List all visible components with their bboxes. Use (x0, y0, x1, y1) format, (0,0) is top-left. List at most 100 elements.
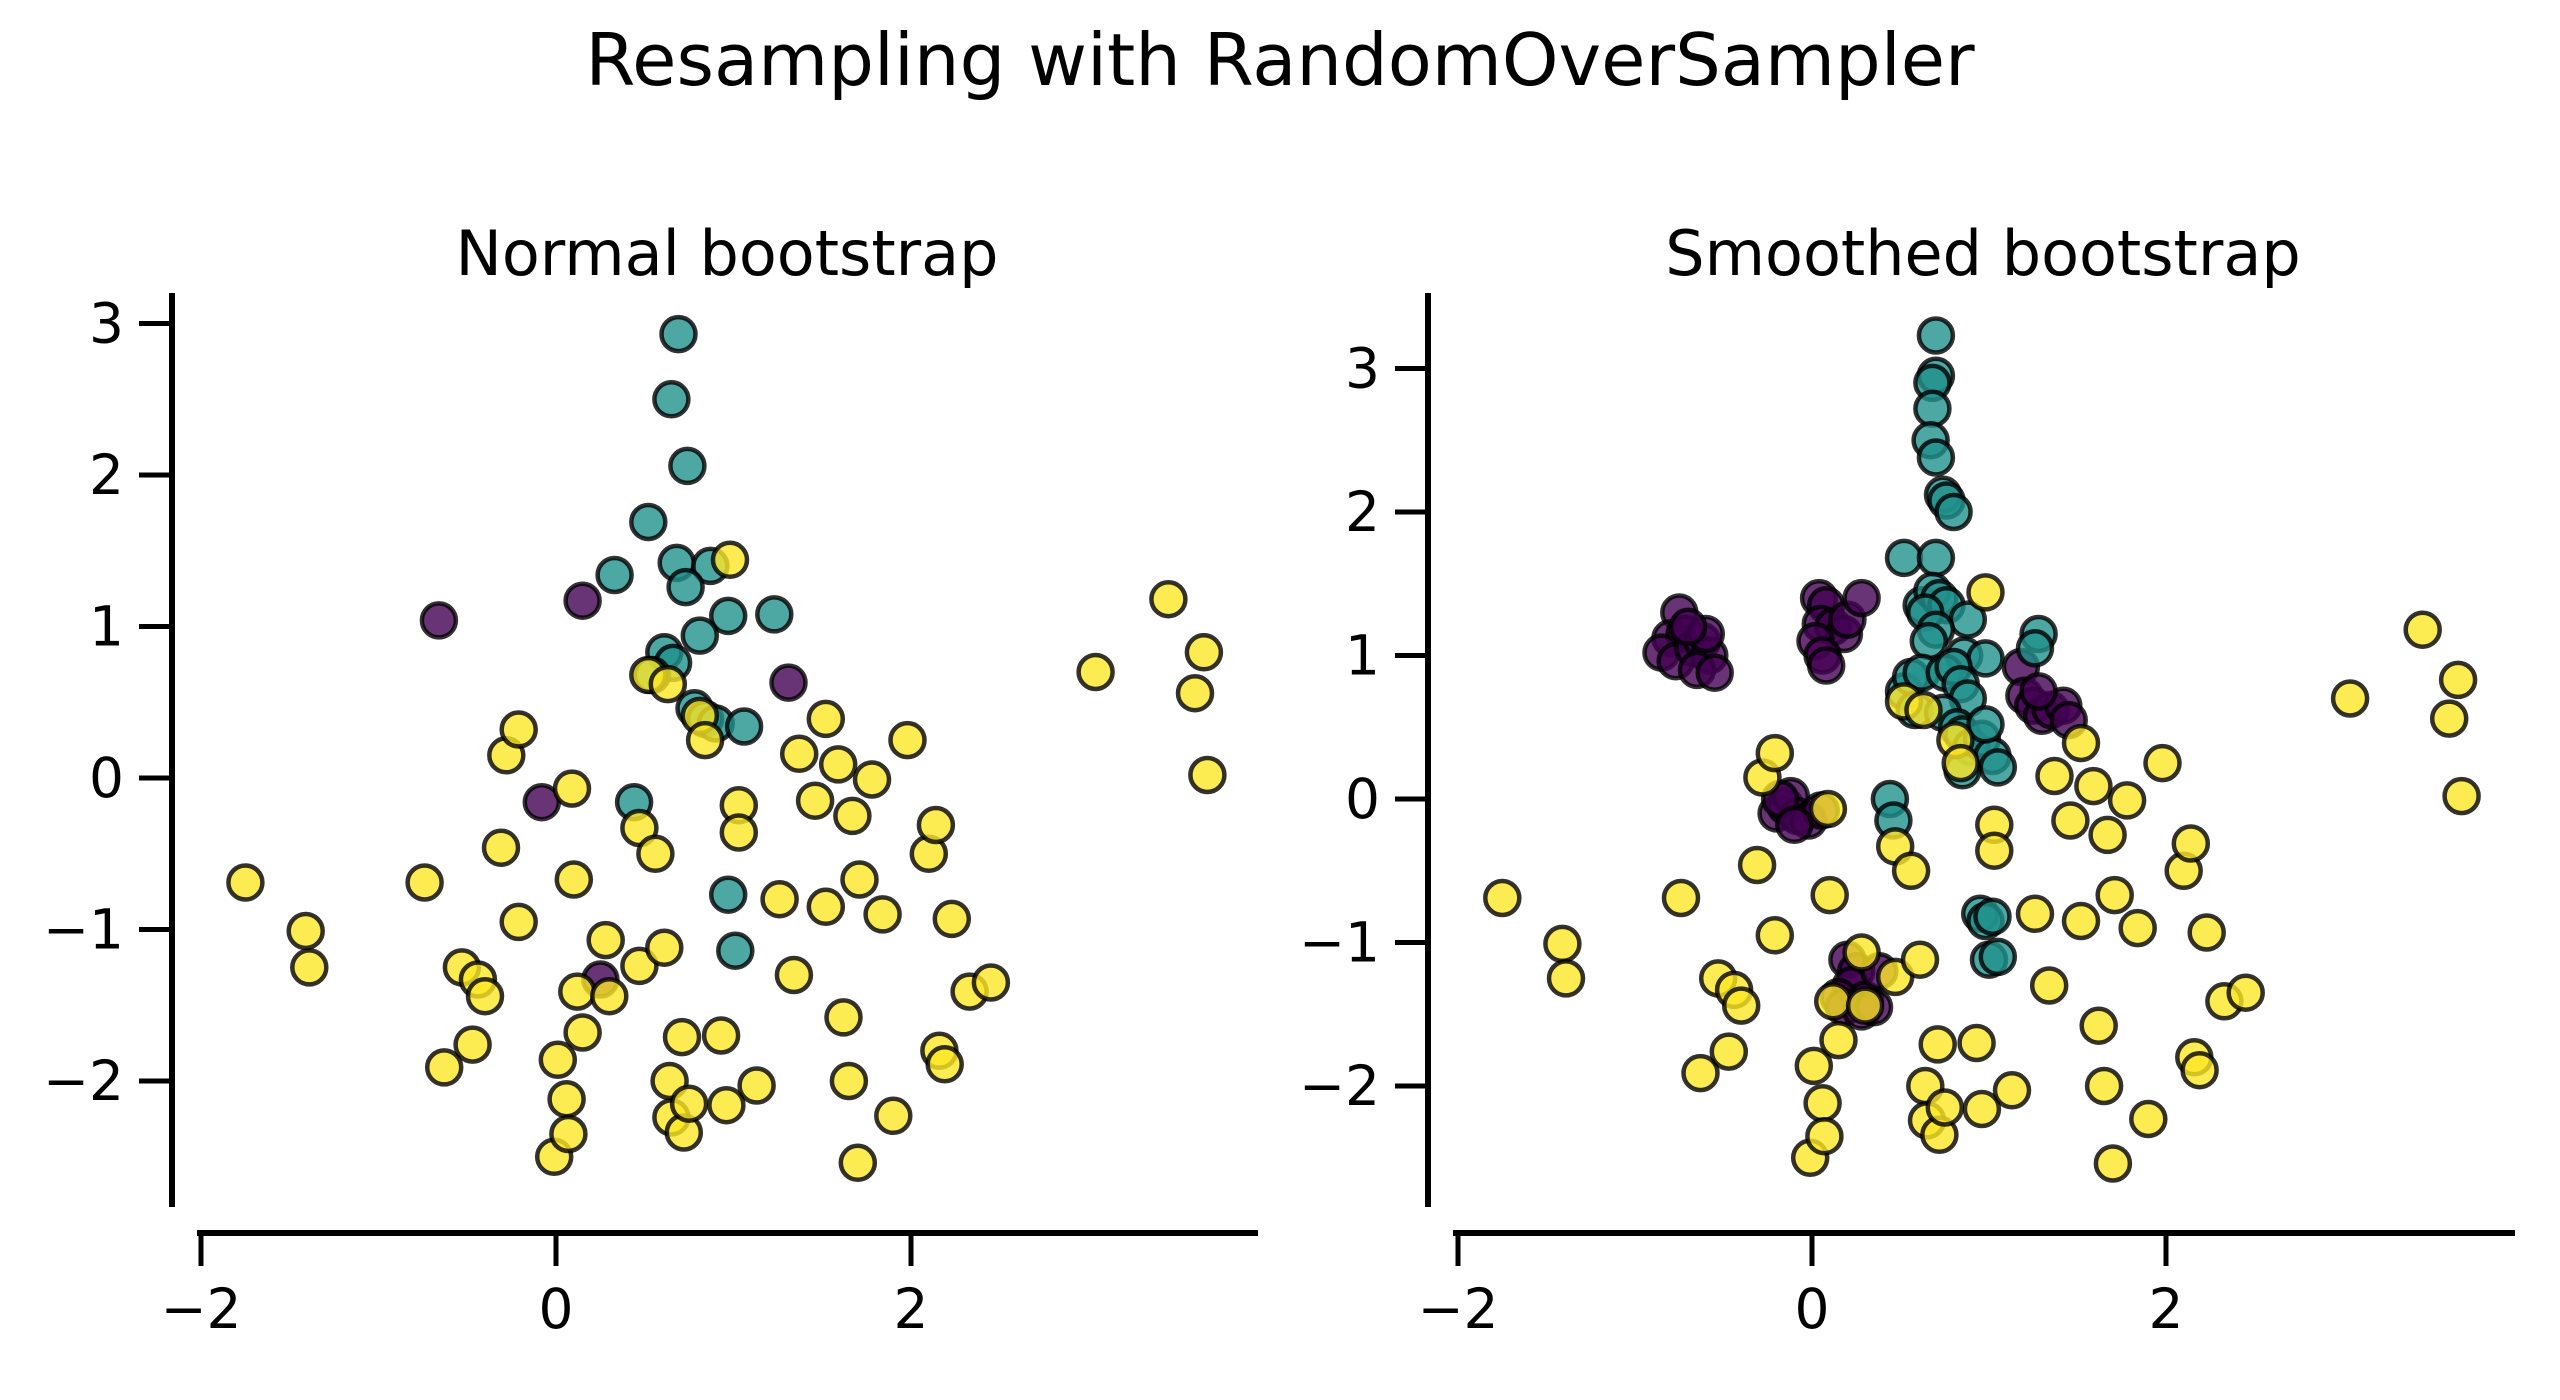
scatter-point-class-2 (669, 1084, 709, 1123)
scatter-point-class-1 (1966, 705, 2005, 744)
subplot-title: Normal bootstrap (455, 217, 998, 290)
scatter-point-class-1 (652, 380, 691, 419)
scatter-point-class-1 (659, 314, 698, 354)
scatter-point-class-2 (1810, 875, 1849, 915)
scatter-point-class-2 (586, 920, 625, 960)
scatter-point-class-2 (563, 1013, 602, 1052)
scatter-point-class-1 (680, 616, 720, 655)
scatter-point-class-2 (2118, 908, 2157, 948)
x-tick-label: 0 (539, 1277, 574, 1341)
scatter-point-class-2 (2107, 781, 2147, 820)
scatter-point-class-2 (710, 540, 750, 580)
scatter-point-class-2 (707, 1085, 746, 1125)
scatter-point-class-2 (737, 1066, 776, 1105)
scatter-point-class-1 (1978, 748, 2018, 787)
scatter-point-class-0 (1775, 805, 1814, 845)
scatter-point-class-2 (806, 699, 846, 739)
scatter-point-class-2 (2029, 966, 2069, 1005)
scatter-point-class-2 (405, 863, 444, 902)
scatter-points (226, 314, 1227, 1183)
x-tick-label: 2 (2149, 1277, 2184, 1341)
scatter-point-class-0 (419, 601, 459, 640)
scatter-point-class-0 (1806, 646, 1846, 685)
scatter-point-class-1 (1884, 538, 1924, 578)
scatter-point-class-2 (971, 963, 1011, 1002)
scatter-point-class-2 (760, 879, 799, 919)
scatter-point-class-2 (2084, 1066, 2124, 1106)
scatter-point-class-2 (829, 1061, 869, 1101)
scatter-point-class-2 (863, 895, 902, 934)
scatter-point-class-2 (1737, 845, 1777, 885)
scatter-point-class-2 (1962, 1089, 2002, 1129)
scatter-point-class-2 (499, 902, 538, 942)
scatter-point-class-2 (1803, 1083, 1842, 1123)
scatter-point-class-0 (1842, 578, 1881, 618)
scatter-point-class-2 (2079, 1006, 2118, 1045)
scatter-point-class-2 (2180, 1050, 2219, 1090)
scatter-point-class-2 (1681, 1053, 1720, 1093)
scatter-point-class-2 (833, 796, 872, 836)
scatter-point-class-2 (916, 805, 956, 845)
scatter-point-class-2 (2074, 766, 2113, 806)
scatter-point-class-2 (1661, 878, 1701, 918)
scatter-point-class-2 (2403, 610, 2442, 649)
x-tick-label: 0 (1795, 1277, 1830, 1341)
y-tick-label: −2 (1299, 1054, 1380, 1118)
scatter-point-class-2 (888, 720, 927, 760)
scatter-point-class-2 (1755, 916, 1795, 955)
scatter-point-class-2 (795, 781, 835, 820)
scatter-point-class-2 (925, 1045, 964, 1084)
scatter-point-class-2 (701, 1016, 741, 1055)
scatter-point-class-2 (818, 745, 858, 784)
scatter-point-class-2 (874, 1096, 913, 1136)
scatter-point-class-2 (552, 769, 592, 808)
scatter-point-class-2 (499, 710, 538, 749)
scatter-point-class-2 (2187, 913, 2226, 952)
y-tick-label: 0 (1345, 767, 1380, 831)
scatter-point-class-2 (1904, 690, 1943, 730)
scatter-point-class-2 (453, 1025, 492, 1064)
scatter-point-class-2 (932, 899, 972, 939)
scatter-point-class-2 (1483, 878, 1522, 918)
scatter-point-class-2 (538, 1040, 578, 1080)
scatter-point-class-2 (286, 911, 325, 951)
y-tick-label: 1 (1345, 624, 1380, 688)
scatter-point-class-2 (1076, 652, 1115, 692)
scatter-point-class-0 (2019, 672, 2058, 711)
scatter-point-class-2 (290, 948, 329, 987)
y-tick-label: 2 (1345, 480, 1380, 544)
scatter-point-class-2 (1819, 1020, 1858, 1060)
scatter-point-class-2 (2088, 815, 2127, 855)
scatter-point-class-2 (1992, 1071, 2032, 1110)
scatter-point-class-2 (1845, 986, 1885, 1025)
scatter-point-class-2 (558, 972, 597, 1011)
scatter-point-class-1 (708, 596, 748, 636)
scatter-point-class-1 (1973, 897, 2012, 936)
scatter-point-class-2 (1925, 1088, 1965, 1127)
scatter-point-class-2 (806, 887, 846, 927)
scatter-point-class-2 (1794, 1046, 1834, 1086)
scatter-point-class-2 (662, 1017, 702, 1057)
scatter-point-class-2 (1543, 924, 1582, 964)
scatter-point-class-1 (1916, 316, 1956, 355)
scatter-point-class-2 (2171, 824, 2211, 863)
y-tick-label: 3 (1345, 337, 1380, 401)
scatter-point-class-1 (1913, 389, 1952, 428)
scatter-point-class-2 (1805, 1116, 1844, 1156)
scatter-point-class-2 (838, 1143, 878, 1183)
scatter-point-class-0 (1668, 607, 1708, 647)
y-tick-label: −2 (43, 1049, 124, 1113)
x-tick-label: −2 (1417, 1277, 1498, 1341)
scatter-point-class-2 (549, 1114, 588, 1154)
scatter-point-class-1 (708, 875, 748, 914)
scatter-point-class-2 (2051, 801, 2090, 840)
y-tick-label: −1 (1299, 911, 1380, 975)
scatter-point-class-2 (2226, 973, 2265, 1012)
scatter-point-class-2 (1918, 1025, 1957, 1064)
scatter-point-class-0 (1695, 653, 1734, 692)
scatter-point-class-2 (554, 860, 594, 899)
figure-suptitle: Resampling with RandomOverSampler (585, 18, 1975, 102)
scatter-point-class-2 (2442, 776, 2481, 816)
scatter-point-class-2 (1149, 579, 1188, 619)
x-tick-label: 2 (894, 1277, 929, 1341)
